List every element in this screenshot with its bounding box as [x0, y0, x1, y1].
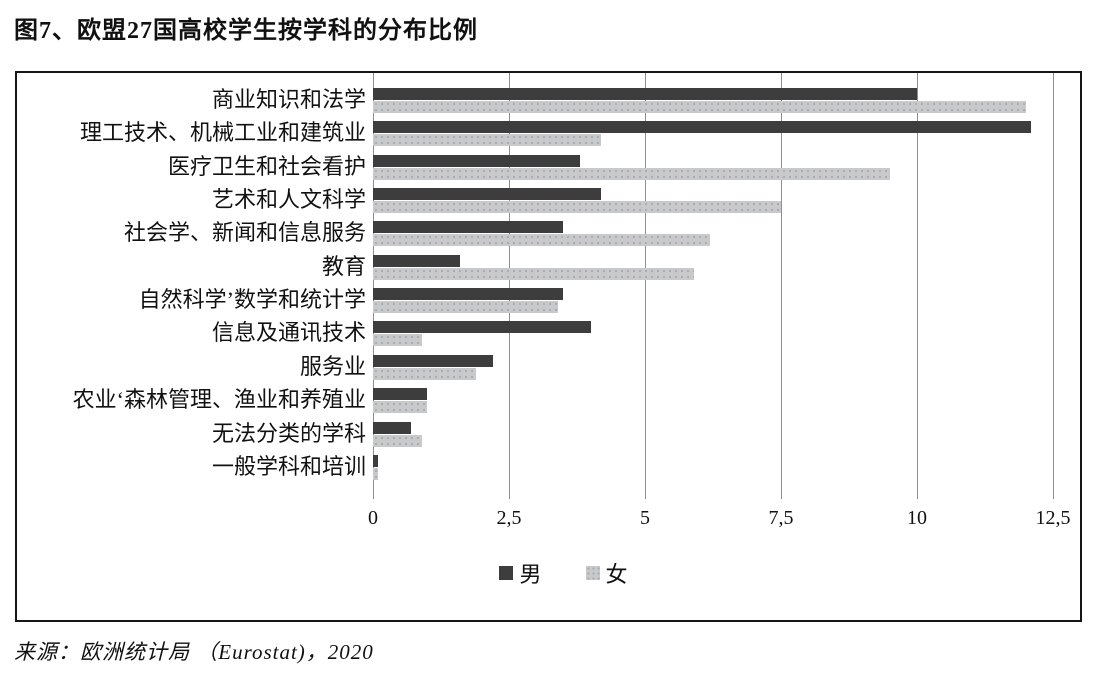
category-label: 自然科学’数学和统计学 — [138, 287, 366, 313]
bar-female — [373, 101, 1026, 113]
gridline — [781, 73, 782, 499]
bar-male — [373, 88, 917, 100]
category-label: 无法分类的学科 — [211, 420, 366, 446]
bar-male — [373, 388, 428, 401]
bar-male — [373, 321, 591, 334]
x-tick-label: 5 — [640, 507, 650, 529]
bar-female — [373, 467, 379, 480]
bar-female — [373, 301, 558, 314]
x-tick-label: 10 — [907, 507, 927, 529]
gridline — [373, 73, 374, 499]
gridline — [1053, 73, 1054, 499]
category-label: 艺术和人文科学 — [211, 187, 366, 213]
x-tick-label: 0 — [368, 507, 378, 529]
category-label: 理工技术、机械工业和建筑业 — [79, 120, 366, 146]
legend-label-female: 女 — [605, 562, 628, 587]
bar-female — [373, 367, 477, 380]
male-swatch-icon — [499, 566, 514, 580]
source-note: 来源：欧洲统计局 （Eurostat)，2020 — [14, 640, 374, 664]
legend: 男 女 — [17, 557, 1080, 589]
bar-male — [373, 254, 461, 267]
bar-male — [373, 288, 564, 301]
x-tick-label: 2,5 — [496, 507, 522, 529]
bar-female — [373, 434, 422, 447]
category-label: 农业‘森林管理、渔业和养殖业 — [72, 387, 366, 413]
legend-item-female: 女 — [585, 557, 628, 589]
bar-female — [373, 167, 890, 180]
bar-male — [373, 188, 602, 201]
category-label: 商业知识和法学 — [211, 87, 366, 112]
bar-female — [373, 234, 711, 247]
bar-female — [373, 134, 602, 147]
bar-male — [373, 354, 493, 367]
bar-female — [373, 267, 694, 280]
category-label: 服务业 — [299, 353, 366, 379]
category-label: 信息及通讯技术 — [211, 320, 366, 346]
bar-male — [373, 121, 1032, 134]
category-label: 教育 — [321, 253, 366, 279]
bar-male — [373, 154, 580, 167]
legend-item-male: 男 — [499, 557, 542, 589]
plot-area: 0 2,5 5 7,5 10 12,5 商业知识和法学理工技术、机械工业和建筑业医疗卫生和社… — [17, 73, 1080, 620]
bar-female — [373, 334, 422, 347]
bar-male — [373, 421, 412, 434]
bar-male — [373, 454, 379, 467]
bar-male — [373, 221, 564, 234]
category-label: 一般学科和培训 — [211, 453, 366, 479]
gridline — [509, 73, 510, 499]
gridline — [645, 73, 646, 499]
category-label: 社会学、新闻和信息服务 — [123, 220, 366, 246]
gridline — [917, 73, 918, 499]
chart-title: 图7、欧盟27国高校学生按学科的分布比例 — [14, 18, 478, 44]
category-label: 医疗卫生和社会看护 — [167, 153, 366, 179]
x-tick-label: 12,5 — [1035, 507, 1071, 529]
x-tick-label: 7,5 — [768, 507, 794, 529]
chart-frame: 0 2,5 5 7,5 10 12,5 商业知识和法学理工技术、机械工业和建筑业医疗卫生和社… — [15, 71, 1082, 622]
female-swatch-icon — [585, 566, 600, 580]
legend-label-male: 男 — [519, 562, 542, 587]
bar-female — [373, 201, 781, 214]
bar-female — [373, 401, 428, 414]
